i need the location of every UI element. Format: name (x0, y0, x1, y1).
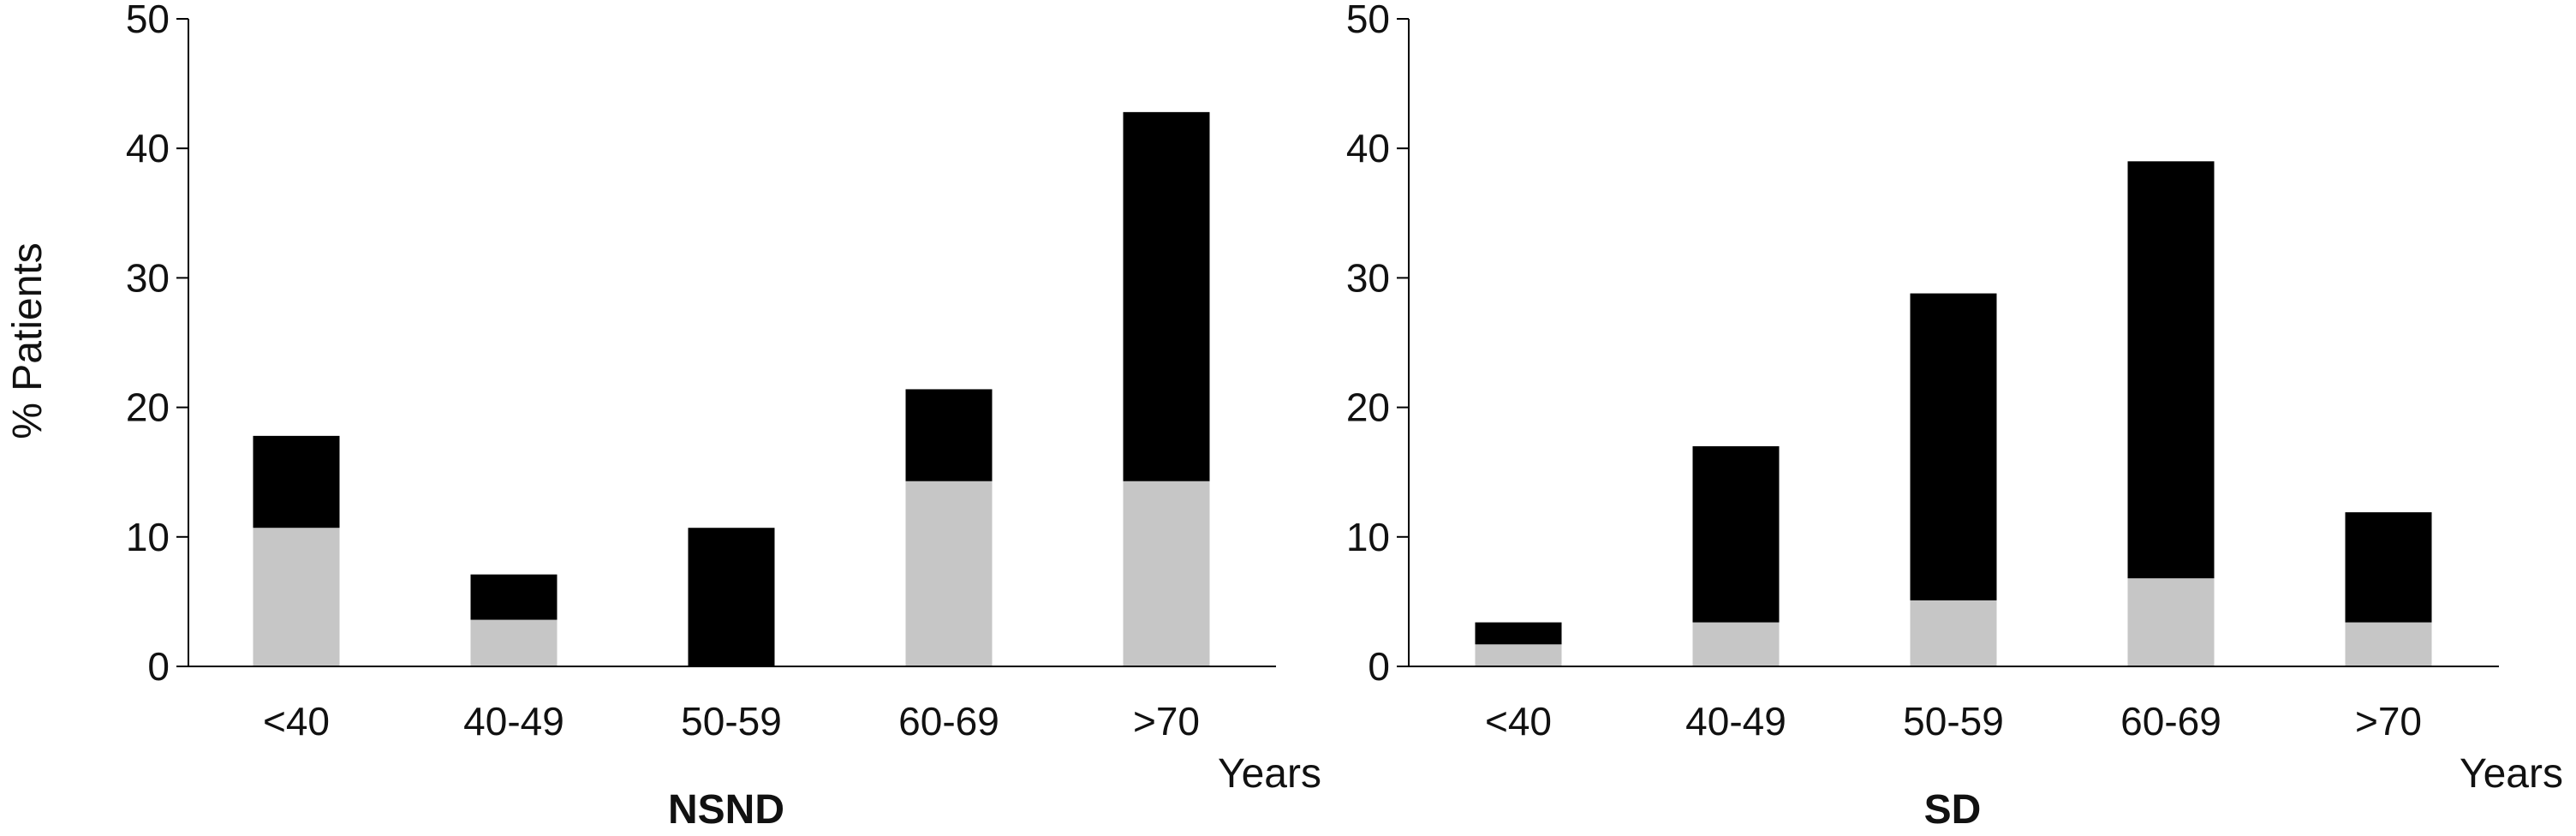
x-tick-label: >70 (2355, 699, 2422, 743)
axes (1397, 18, 2499, 667)
bar-segment (1692, 445, 1780, 623)
y-axis-label: % Patients (5, 242, 51, 439)
bar-segment (905, 389, 993, 481)
y-tick-label: 20 (126, 385, 170, 430)
bars (253, 111, 1210, 666)
bar-segment (688, 528, 775, 666)
panel-title: SD (1924, 787, 1982, 833)
axes (176, 18, 1276, 667)
bar-segment (1475, 622, 1562, 645)
x-tick-labels: <40 40-49 50-59 60-69 >70 (263, 699, 1200, 743)
x-tick-label: >70 (1133, 699, 1200, 743)
x-tick-label: <40 (263, 699, 330, 743)
y-tick-label: 30 (1346, 255, 1390, 300)
bar-segment (1123, 111, 1210, 481)
y-tick-label: 0 (147, 644, 170, 689)
y-tick-label: 50 (1346, 0, 1390, 41)
y-tick-labels: 0 10 20 30 40 50 (1346, 0, 1390, 689)
x-tick-labels: <40 40-49 50-59 60-69 >70 (1485, 699, 2422, 743)
y-tick-label: 40 (1346, 126, 1390, 170)
bar-segment (2127, 161, 2215, 579)
bar-segment (470, 574, 558, 620)
bar-segment (1692, 622, 1780, 666)
bar-segment (253, 435, 340, 528)
x-tick-label: 40-49 (463, 699, 564, 743)
y-tick-labels: 0 10 20 30 40 50 (126, 0, 170, 689)
y-tick-label: 10 (1346, 515, 1390, 559)
x-axis-label: Years (1218, 751, 1321, 797)
x-tick-label: 60-69 (2120, 699, 2221, 743)
bar-segment (470, 619, 558, 666)
bar-segment (1910, 293, 1997, 600)
y-tick-label: 10 (126, 515, 170, 559)
y-tick-label: 40 (126, 126, 170, 170)
x-tick-label: 50-59 (1903, 699, 2004, 743)
y-tick-label: 0 (1368, 644, 1390, 689)
bars (1475, 161, 2432, 666)
bar-segment (2345, 512, 2432, 623)
bar-segment (253, 528, 340, 666)
x-axis-label: Years (2460, 751, 2563, 797)
bar-segment (1475, 644, 1562, 666)
x-tick-label: 50-59 (681, 699, 782, 743)
bar-segment (2345, 622, 2432, 666)
y-tick-label: 20 (1346, 385, 1390, 430)
x-tick-label: <40 (1485, 699, 1552, 743)
bar-segment (1910, 600, 1997, 666)
bar-segment (2127, 578, 2215, 666)
panel-title: NSND (668, 787, 784, 833)
x-tick-label: 60-69 (898, 699, 999, 743)
x-tick-label: 40-49 (1685, 699, 1786, 743)
bar-segment (905, 481, 993, 666)
y-tick-label: 30 (126, 255, 170, 300)
bar-segment (1123, 481, 1210, 666)
y-tick-label: 50 (126, 0, 170, 41)
